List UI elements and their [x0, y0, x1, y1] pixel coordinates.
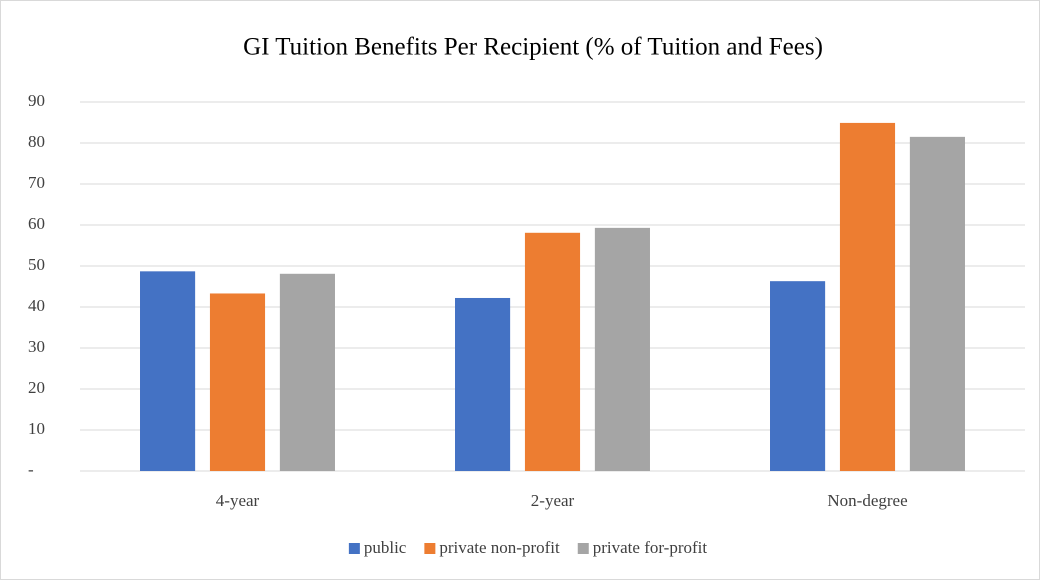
legend-label: private for-profit — [593, 538, 708, 557]
bar — [209, 293, 266, 471]
x-tick-label: 2-year — [531, 491, 575, 510]
y-tick-label: 40 — [28, 296, 45, 315]
chart-title: GI Tuition Benefits Per Recipient (% of … — [243, 34, 823, 61]
legend-label: public — [364, 538, 407, 557]
legend-swatch — [424, 543, 436, 554]
bar — [909, 136, 965, 471]
y-tick-label: 50 — [28, 255, 45, 274]
bar — [455, 297, 511, 471]
y-tick-label: - — [28, 460, 34, 479]
y-tick-label: 20 — [28, 378, 45, 397]
y-tick-label: 10 — [28, 419, 45, 438]
bar — [140, 271, 196, 471]
y-tick-label: 80 — [28, 132, 45, 151]
bar — [839, 122, 896, 471]
bar — [770, 281, 826, 471]
x-tick-label: 4-year — [216, 491, 260, 510]
y-tick-label: 70 — [28, 173, 45, 192]
y-tick-label: 90 — [28, 91, 45, 110]
bar — [279, 273, 335, 471]
bar — [594, 227, 650, 471]
x-tick-label: Non-degree — [827, 491, 907, 510]
legend-swatch — [348, 543, 360, 554]
bar — [524, 232, 581, 471]
y-tick-label: 60 — [28, 214, 45, 233]
y-tick-label: 30 — [28, 337, 45, 356]
legend-label: private non-profit — [439, 538, 560, 557]
legend-swatch — [577, 543, 589, 554]
